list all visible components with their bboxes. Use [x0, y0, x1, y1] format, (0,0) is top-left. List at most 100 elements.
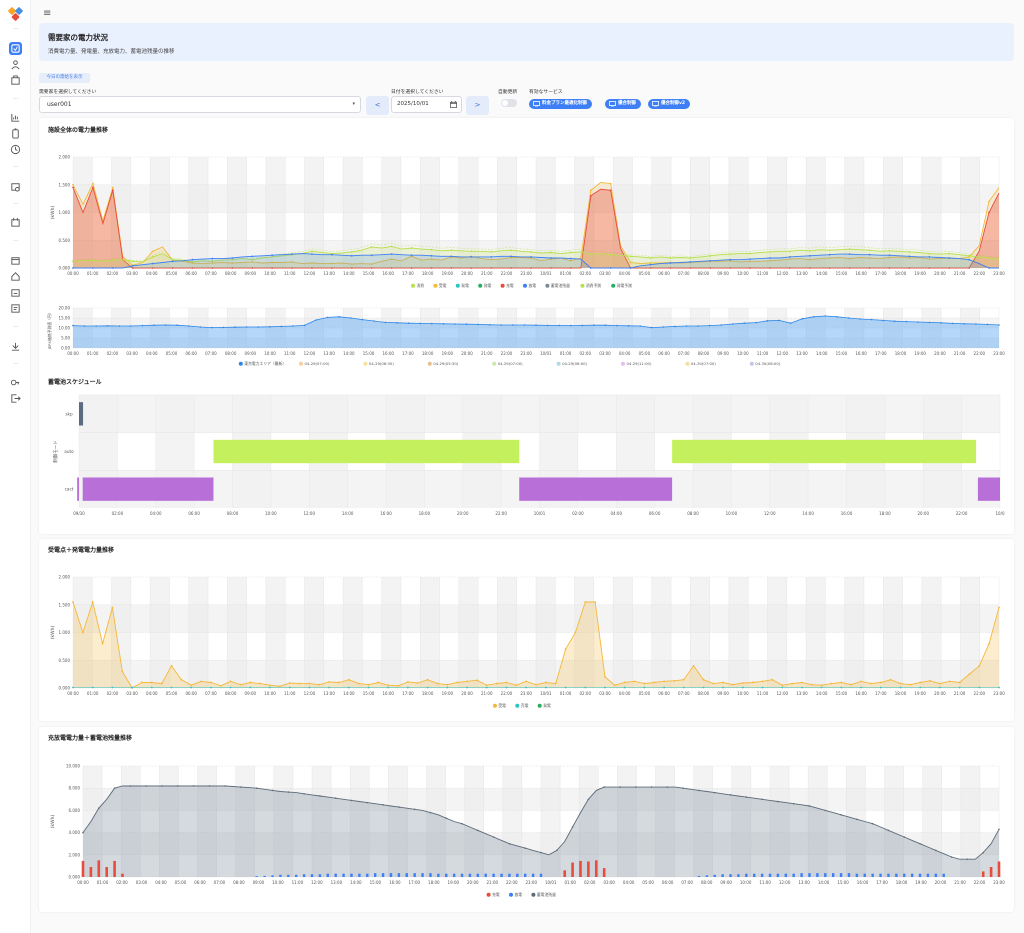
battery-xtick: 20:00 [935, 880, 947, 885]
sidebar: ··· ··· ··· ··· ··· ··· ··· [0, 0, 31, 933]
price-area [73, 316, 999, 348]
price-point [928, 321, 931, 324]
price-point [986, 323, 989, 326]
battery-discharge-bar [476, 873, 480, 877]
receive-point [318, 683, 321, 686]
battery-discharge-bar [326, 873, 329, 877]
next-date-button[interactable]: > [466, 96, 489, 115]
price-xtick: 05:00 [639, 351, 651, 356]
auto-update-toggle[interactable] [501, 99, 517, 107]
battery-xtick: 11:00 [759, 880, 771, 885]
chart-icon[interactable] [9, 111, 22, 124]
dashboard-icon[interactable] [9, 42, 22, 55]
facility-point [390, 245, 393, 248]
battery-discharge-bar [287, 874, 290, 877]
calendar-icon[interactable] [9, 254, 22, 267]
price-xtick: 18:00 [895, 351, 907, 356]
facility-ytick: 1.000 [59, 210, 71, 215]
battery-icon[interactable] [9, 127, 22, 140]
facility-point [410, 254, 413, 257]
battery-soc-point [555, 849, 558, 852]
price-point [373, 320, 375, 322]
battery-discharge-bar [776, 873, 780, 877]
sidebar-separator: ··· [13, 238, 19, 245]
receive-point [929, 679, 931, 682]
receive-point [298, 682, 301, 685]
schedule-xtick: 06:00 [188, 511, 200, 516]
receive-point [269, 684, 271, 687]
home-icon[interactable] [9, 270, 22, 283]
battery-discharge-bar [808, 873, 811, 877]
key-icon[interactable] [9, 376, 22, 389]
facility-xtick: 13:00 [796, 271, 808, 276]
receive-ytick: 1.500 [59, 602, 71, 607]
battery-soc-point [161, 785, 163, 787]
battery-xtick: 02:00 [116, 880, 128, 885]
receive-point [495, 682, 498, 685]
calendar2-icon[interactable] [9, 286, 22, 299]
facility-point [92, 267, 94, 269]
facility-point [370, 267, 373, 269]
device-icon[interactable] [9, 180, 22, 193]
battery-xtick: 10:00 [272, 880, 284, 885]
today-button[interactable]: 今日の需給を表示 [39, 73, 90, 83]
price-point [211, 326, 213, 329]
facility-point [390, 253, 393, 256]
price-legend-label: 04-29(05:30) [433, 361, 458, 366]
receive-point [249, 681, 252, 684]
logout-icon[interactable] [9, 392, 22, 405]
facility-point [928, 267, 931, 269]
facility-area-受電 [73, 182, 999, 268]
service-chip-combined-control[interactable]: 優合制御 [605, 99, 641, 109]
app-logo[interactable] [8, 7, 23, 22]
facility-point [191, 258, 194, 261]
date-input[interactable]: 2025/10/01 [391, 96, 462, 113]
facility-point [589, 267, 592, 269]
calendar-icon[interactable] [450, 101, 457, 108]
battery-xtick: 10/01 [545, 880, 557, 885]
history-icon[interactable] [9, 143, 22, 156]
price-point [998, 324, 1000, 326]
receive-legend-label: 受電 [498, 703, 506, 708]
facility-point [111, 267, 114, 269]
price-xtick: 07:00 [678, 351, 690, 356]
battery-legend-label: 充電 [492, 892, 500, 897]
battery-discharge-bar [295, 874, 298, 877]
facility-xtick: 18:00 [895, 271, 907, 276]
sidebar-separator: ··· [13, 96, 19, 103]
facility-point [848, 257, 851, 260]
facility-line-消費 [72, 245, 1000, 263]
monitor-icon [609, 101, 616, 107]
user-select[interactable]: user001 ▾ [39, 96, 361, 113]
receive-xtick: 03:00 [599, 691, 611, 696]
menu-toggle-icon[interactable]: ≡ [43, 8, 52, 19]
price-xtick: 22:00 [974, 351, 986, 356]
receive-point [741, 682, 744, 684]
building-icon[interactable] [9, 74, 22, 87]
facility-point [908, 257, 911, 259]
schedule-xtick: 02:00 [112, 511, 124, 516]
schedule-icon[interactable] [9, 216, 22, 229]
user-icon[interactable] [9, 58, 22, 71]
facility-point [251, 267, 254, 269]
receive-xtick: 18:00 [895, 691, 907, 696]
facility-point [271, 261, 274, 264]
battery-discharge-bar [460, 873, 464, 877]
service-chip-plan-optimization[interactable]: 料金プラン最適化制御 [529, 99, 592, 109]
report-icon[interactable] [9, 302, 22, 315]
battery-discharge-bar [342, 873, 345, 877]
battery-discharge-bar [705, 875, 709, 877]
battery-charge-bar [121, 873, 124, 877]
service-chip-combined-control-v2[interactable]: 優合制御v2 [648, 99, 691, 109]
price-point [268, 326, 271, 328]
download-icon[interactable] [9, 340, 22, 353]
facility-xtick: 22:00 [974, 271, 986, 276]
facility-point [211, 260, 214, 263]
prev-date-button[interactable]: < [366, 96, 389, 115]
price-xtick: 15:00 [363, 351, 375, 356]
facility-xtick: 09:00 [245, 271, 257, 276]
receive-point [958, 681, 961, 684]
receive-point [938, 682, 941, 685]
price-point [234, 326, 236, 328]
price-xtick: 11:00 [284, 351, 296, 356]
